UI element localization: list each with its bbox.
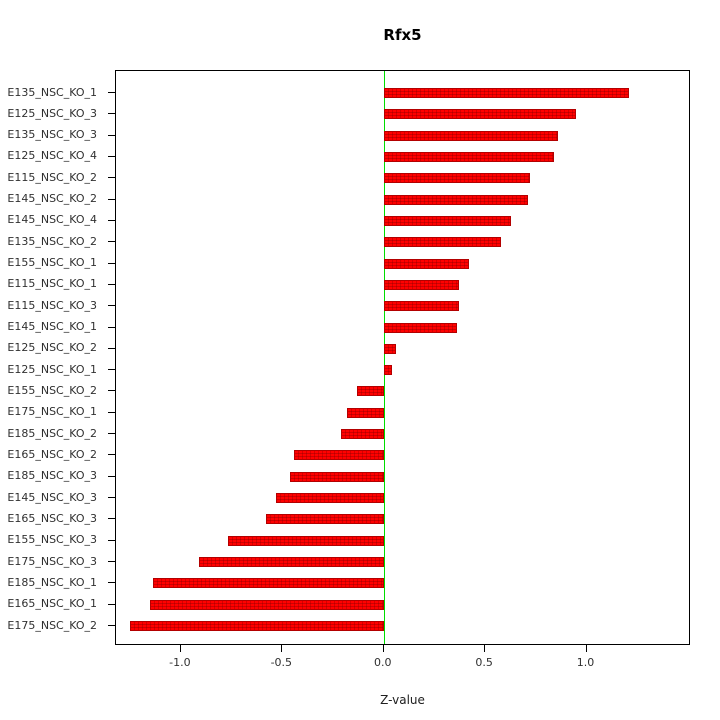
- x-axis-tick: [281, 645, 283, 652]
- bar: [152, 578, 384, 589]
- y-axis-label: E185_NSC_KO_3: [7, 469, 97, 483]
- bar: [383, 173, 530, 184]
- bar: [383, 151, 555, 162]
- y-axis-tick: [108, 219, 115, 221]
- y-axis-label: E175_NSC_KO_3: [7, 554, 97, 568]
- y-axis-tick: [108, 92, 115, 93]
- bar: [227, 535, 384, 546]
- y-axis-label: E115_NSC_KO_2: [7, 170, 97, 184]
- x-axis-tick-label: -0.5: [270, 656, 293, 669]
- y-axis-tick: [108, 262, 115, 264]
- bar: [347, 407, 384, 418]
- x-axis-tick-label: 1.0: [576, 656, 595, 669]
- y-axis-tick: [108, 241, 115, 243]
- bar: [383, 301, 459, 312]
- y-axis-tick: [108, 326, 115, 328]
- bar: [357, 386, 384, 397]
- y-axis-tick: [108, 305, 115, 307]
- y-axis-label: E165_NSC_KO_1: [7, 597, 97, 611]
- y-axis-tick: [108, 582, 115, 584]
- bar: [294, 450, 384, 461]
- x-axis-title: Z-value: [380, 693, 425, 707]
- y-axis-label: E145_NSC_KO_4: [7, 213, 97, 227]
- y-axis-tick: [108, 369, 115, 371]
- y-axis-label: E125_NSC_KO_3: [7, 106, 97, 120]
- chart-title: Rfx5: [383, 26, 422, 44]
- y-axis-label: E135_NSC_KO_3: [7, 128, 97, 142]
- y-axis-label: E135_NSC_KO_2: [7, 234, 97, 248]
- bar: [383, 215, 512, 226]
- y-axis-label: E145_NSC_KO_1: [7, 320, 97, 334]
- bar: [383, 237, 502, 248]
- y-axis-label: E155_NSC_KO_3: [7, 533, 97, 547]
- y-axis-tick: [108, 603, 115, 605]
- y-axis-label: E115_NSC_KO_3: [7, 298, 97, 312]
- bar: [383, 279, 459, 290]
- bar: [150, 599, 384, 610]
- y-axis-label: E155_NSC_KO_2: [7, 383, 97, 397]
- y-axis-label: E125_NSC_KO_4: [7, 149, 97, 163]
- y-axis-tick: [108, 625, 115, 626]
- y-axis-tick: [108, 198, 115, 200]
- y-axis-tick: [108, 454, 115, 456]
- x-axis-tick: [585, 645, 587, 652]
- y-axis-label: E125_NSC_KO_2: [7, 341, 97, 355]
- x-axis-tick-label: 0.5: [475, 656, 493, 669]
- y-axis-tick: [108, 134, 115, 136]
- x-axis-tick: [179, 645, 181, 652]
- bar: [266, 514, 384, 525]
- bar: [383, 365, 392, 376]
- y-axis-label: E175_NSC_KO_2: [7, 618, 97, 632]
- y-axis-label: E155_NSC_KO_1: [7, 256, 97, 270]
- y-axis-label: E185_NSC_KO_2: [7, 426, 97, 440]
- y-axis-label: E165_NSC_KO_3: [7, 511, 97, 525]
- zero-reference-line: [383, 71, 385, 644]
- x-axis-tick: [382, 645, 384, 652]
- bar: [341, 429, 384, 440]
- y-axis-label: E145_NSC_KO_2: [7, 192, 97, 206]
- bar: [383, 130, 559, 141]
- y-axis-tick: [108, 497, 115, 499]
- bar: [383, 258, 469, 269]
- bar: [383, 322, 457, 333]
- bar: [276, 493, 384, 504]
- y-axis-label: E125_NSC_KO_1: [7, 362, 97, 376]
- y-axis-tick: [108, 177, 115, 179]
- plot-area: [115, 70, 690, 645]
- y-axis-tick: [108, 433, 115, 435]
- y-axis-tick: [108, 411, 115, 413]
- y-axis-tick: [108, 155, 115, 157]
- y-axis-tick: [108, 113, 115, 115]
- y-axis-label: E185_NSC_KO_1: [7, 575, 97, 589]
- y-axis-label: E115_NSC_KO_1: [7, 277, 97, 291]
- y-axis-tick: [108, 561, 115, 563]
- y-axis-tick: [108, 347, 115, 349]
- y-axis-label: E145_NSC_KO_3: [7, 490, 97, 504]
- y-axis-tick: [108, 390, 115, 392]
- y-axis-label: E135_NSC_KO_1: [7, 85, 97, 99]
- bar: [290, 471, 384, 482]
- bar: [383, 343, 396, 354]
- y-axis-tick: [108, 475, 115, 477]
- y-axis-tick: [108, 518, 115, 520]
- bar: [130, 621, 384, 631]
- x-axis-tick-label: 0.0: [373, 656, 392, 669]
- y-axis-label: E165_NSC_KO_2: [7, 447, 97, 461]
- bar: [199, 557, 384, 568]
- y-axis-tick: [108, 539, 115, 541]
- y-axis-tick: [108, 283, 115, 285]
- bar: [383, 109, 577, 120]
- x-axis-tick: [484, 645, 486, 652]
- x-axis-tick-label: -1.0: [169, 656, 191, 669]
- bar: [383, 88, 630, 98]
- bar: [383, 194, 528, 205]
- y-axis-label: E175_NSC_KO_1: [7, 405, 97, 419]
